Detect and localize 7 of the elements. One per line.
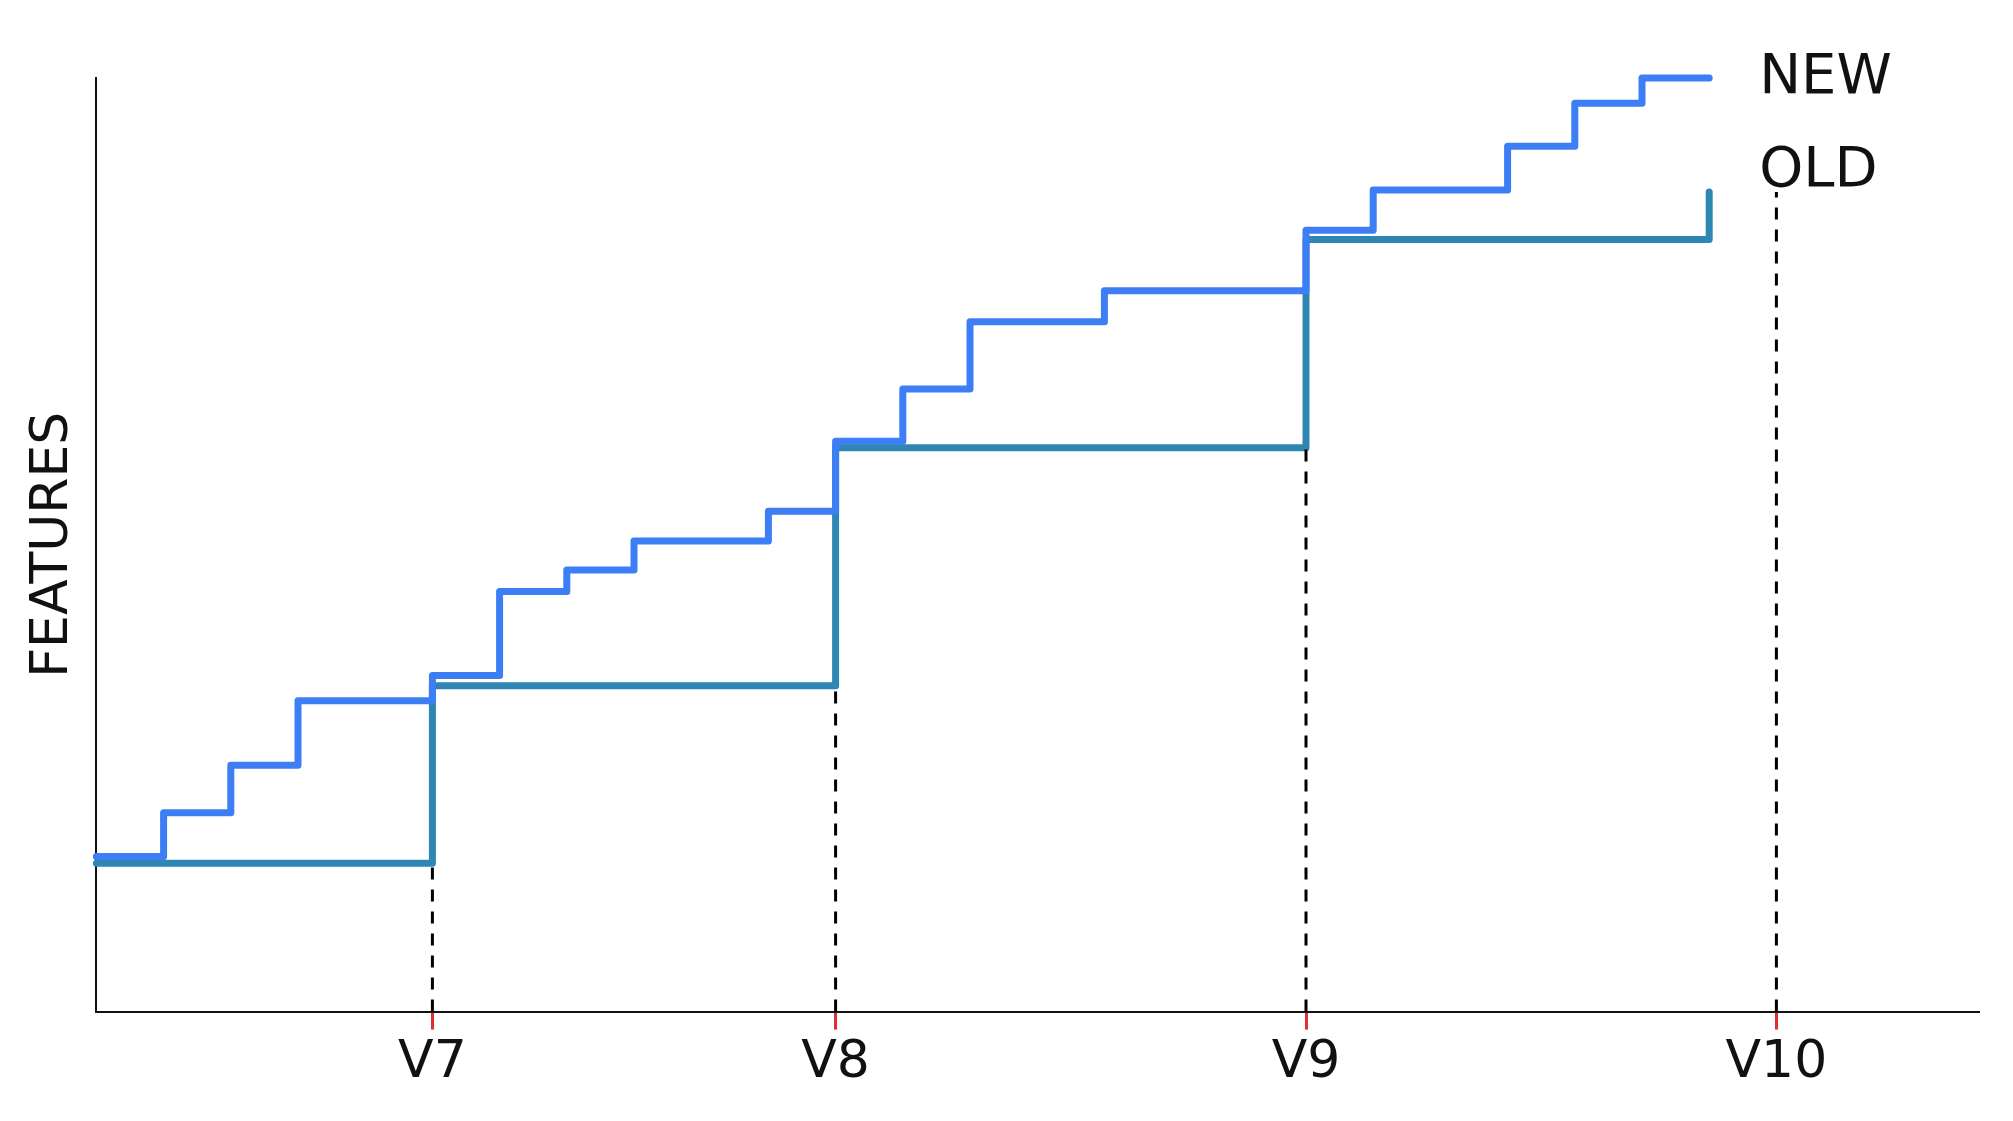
series-label: OLD	[1759, 134, 1878, 200]
series-label: NEW	[1759, 40, 1892, 106]
x-tick-label: V9	[1271, 1029, 1341, 1090]
x-tick-label: V8	[801, 1029, 870, 1090]
y-axis-title: FEATURES	[18, 411, 79, 678]
x-tick-label: V7	[398, 1029, 467, 1090]
x-tick-label: V10	[1725, 1029, 1828, 1090]
